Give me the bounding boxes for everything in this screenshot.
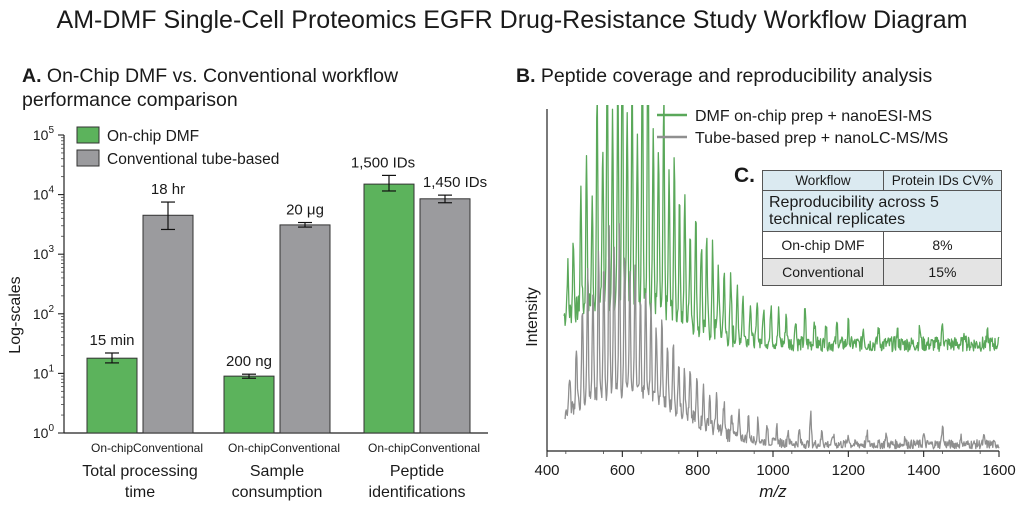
bar-x-tick-label: Conventional — [410, 441, 480, 455]
bar-group-label: Sample consumption — [232, 463, 323, 501]
panel-a-title: A. On-Chip DMF vs. Conventional workflow… — [22, 64, 492, 112]
spectrum-x-tick-label: 1400 — [907, 462, 940, 479]
spectrum-y-axis-label: Intensity — [524, 287, 541, 347]
panel-b-title-text: Peptide coverage and reproducibility ana… — [540, 65, 933, 87]
table-caption: Reproducibility across 5 technical repli… — [762, 190, 1002, 232]
bar-conventional — [142, 214, 194, 434]
table-header-workflow: Workflow — [762, 170, 884, 191]
spectrum-chart: 400 600 800 1000 1200 1400 1600 DMF on-chip pr… — [524, 105, 1016, 501]
bar-chart-legend: On-chip DMF Conventional tube-based — [76, 126, 279, 168]
panel-b-letter: B. — [516, 65, 536, 87]
bar-chart-y-tick-label: 103 — [33, 244, 55, 262]
legend-swatch — [76, 149, 100, 167]
table-cell-workflow: On-chip DMF — [762, 231, 884, 259]
bar-chart-y-axis-label: Log-scales — [7, 276, 24, 353]
bar-x-tick-label: Conventional — [270, 441, 340, 455]
bar-group-label: Total processing time — [82, 463, 198, 501]
figure-title: AM-DMF Single-Cell Proteomics EGFR Drug-… — [56, 6, 968, 34]
bar-chart: 100 101 102 103 104 105 15 min On-chip 18 hr Con… — [7, 125, 488, 501]
table-header-cv: Protein IDs CV% — [882, 170, 1003, 191]
legend-label: DMF on-chip prep + nanoESI-MS — [695, 108, 932, 125]
table-cell-cv: 8% — [882, 231, 1003, 259]
bar-on-chip — [86, 357, 138, 434]
spectrum-line-dmf — [563, 105, 1000, 353]
spectrum-line-tube — [564, 222, 1000, 450]
table-row: On-chip DMF 8% — [762, 231, 1003, 259]
spectrum-legend: DMF on-chip prep + nanoESI-MS Tube-based … — [657, 108, 948, 147]
spectrum-x-tick-label: 1200 — [832, 462, 865, 479]
legend-swatch — [76, 126, 100, 144]
table-cell-workflow: Conventional — [762, 258, 884, 286]
bar-value-label: 200 ng — [226, 353, 272, 370]
panel-a-letter: A. — [22, 65, 42, 87]
bar-group-label: Peptide identifications — [369, 463, 466, 501]
bar-x-tick-label: On-chip — [228, 441, 270, 455]
spectrum-x-axis-label: m/z — [759, 482, 787, 501]
spectrum-x-tick-label: 1000 — [756, 462, 789, 479]
panel-b-title: B. Peptide coverage and reproducibility … — [516, 64, 932, 88]
bar-x-tick-label: On-chip — [91, 441, 133, 455]
bar-value-label: 18 hr — [151, 181, 185, 198]
spectrum-x-tick-label: 600 — [610, 462, 635, 479]
bar-x-tick-label: On-chip — [368, 441, 410, 455]
legend-label: On-chip DMF — [107, 128, 199, 145]
spectrum-x-tick-label: 800 — [685, 462, 710, 479]
bar-conventional — [419, 198, 471, 434]
bar-value-label: 1,500 IDs — [351, 154, 415, 171]
legend-label: Conventional tube-based — [107, 151, 279, 168]
bar-value-label: 15 min — [89, 332, 134, 349]
bar-x-tick-label: Conventional — [133, 441, 203, 455]
spectrum-x-tick-label: 1600 — [982, 462, 1015, 479]
table-cell-cv: 15% — [882, 258, 1003, 286]
bar-chart-y-tick-label: 105 — [33, 125, 55, 143]
bar-on-chip — [363, 183, 415, 434]
bar-chart-y-tick-label: 100 — [33, 423, 55, 441]
panel-a-title-text: On-Chip DMF vs. Conventional workflow pe… — [22, 65, 399, 111]
table-row: Conventional 15% — [762, 258, 1003, 286]
bar-conventional — [279, 224, 331, 434]
reproducibility-table: Reproducibility across 5 technical repli… — [762, 170, 1003, 286]
bar-chart-y-tick-label: 102 — [33, 304, 55, 322]
panel-c-letter: C. — [734, 164, 755, 187]
bar-value-label: 20 μg — [286, 202, 324, 219]
bar-chart-y-tick-label: 101 — [33, 363, 55, 381]
legend-label: Tube-based prep + nanoLC-MS/MS — [695, 130, 948, 147]
bar-on-chip — [223, 375, 275, 434]
spectrum-x-tick-label: 400 — [534, 462, 559, 479]
bar-chart-y-tick-label: 104 — [33, 185, 55, 203]
bar-value-label: 1,450 IDs — [423, 174, 487, 191]
